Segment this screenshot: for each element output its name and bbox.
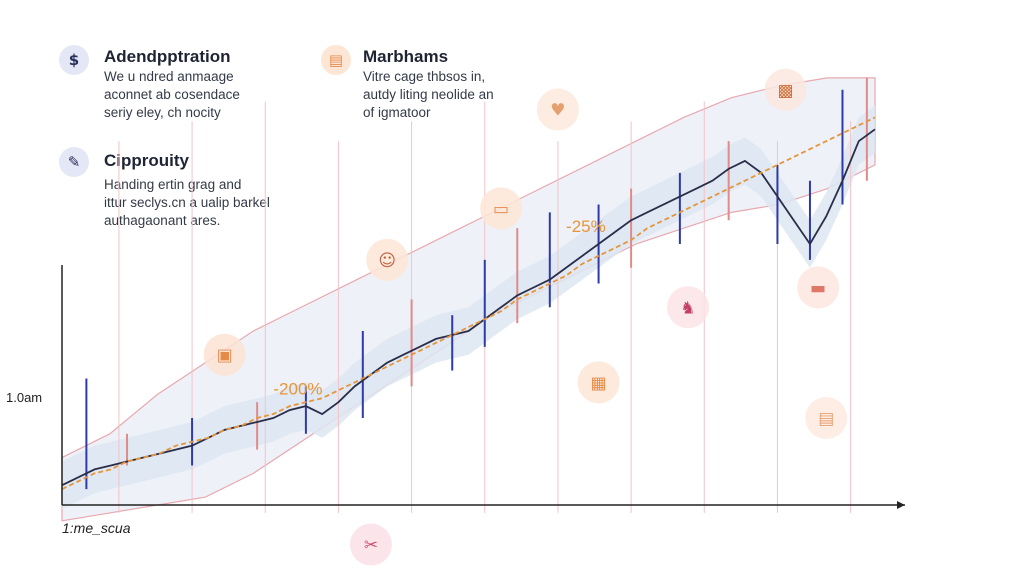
legend-line-2-1: Vitre cage thbsos in, [363, 69, 486, 84]
document-icon: ▤ [805, 397, 848, 439]
cube-icon-2: ▦ [577, 361, 620, 404]
wallet-icon: ▭ [480, 187, 523, 230]
legend-line-1-1: We u ndred anmaage [104, 69, 234, 84]
chest-icon: ▩ [764, 68, 807, 111]
person-icon-glyph: ☺ [378, 251, 396, 271]
x-axis-label: 1:me_scua [62, 520, 131, 536]
legend-line-3-2: ittur seclys.cn a ualip barkel [104, 195, 270, 210]
candles [85, 77, 868, 490]
sofa-icon-bg [797, 266, 840, 309]
annotation-1: -200% [273, 379, 322, 398]
box-icon: ▤ [321, 45, 351, 75]
cursor-icon-bg [349, 523, 392, 566]
series-lines [61, 116, 876, 490]
annotations: -200% -25% [273, 217, 605, 398]
document-icon-glyph: ▤ [818, 409, 834, 429]
sofa-icon: ▬ [797, 266, 840, 309]
legend-line-3-3: authagaonant ares. [104, 213, 221, 228]
legend-title-3: Cipprouity [104, 151, 189, 170]
legend-line-3-1: Handing ertin grag and [104, 177, 242, 192]
cube-icon-1: ▣ [203, 333, 246, 376]
chest-icon-bg [764, 68, 807, 111]
cube-icon-1-glyph: ▣ [217, 346, 233, 366]
x-axis-arrow [897, 501, 905, 509]
legend-title-2: Marbhams [363, 47, 449, 66]
legend-line-2-2: autdy liting neolide an [363, 87, 494, 102]
wallet-icon-glyph: ▭ [493, 199, 509, 219]
cup-icon: ♥ [536, 88, 579, 131]
chat-icon: ✎ [59, 147, 89, 177]
chest-icon-glyph: ▩ [778, 81, 794, 101]
y-axis-label: 1.0am [6, 390, 43, 405]
cup-icon-bg [536, 88, 579, 131]
wallet-icon-bg [480, 187, 523, 230]
user-icon: ♞ [667, 286, 710, 329]
floating-icons: ▣ ☺ ▭ ♥ ▦ ♞ ▩ ▬ ▤ ✂ [203, 68, 848, 566]
user-icon-glyph: ♞ [680, 298, 695, 318]
cup-icon-glyph: ♥ [550, 101, 565, 121]
legend-title-1: Adendpptration [104, 47, 231, 66]
sofa-icon-glyph: ▬ [810, 279, 826, 299]
dollar-icon: $ [59, 45, 89, 75]
person-icon: ☺ [366, 238, 409, 281]
person-icon-bg [366, 238, 409, 281]
cube-icon-1-bg [203, 333, 246, 376]
legend-line-1-2: aconnet ab cosendace [104, 87, 240, 102]
annotation-2: -25% [566, 217, 606, 236]
legend-line-1-3: seriy eley, ch nocity [104, 105, 221, 120]
cursor-icon: ✂ [349, 523, 392, 566]
document-icon-bg [805, 397, 848, 439]
legend-line-2-3: of igmatoor [363, 105, 431, 120]
cursor-icon-glyph: ✂ [364, 536, 378, 556]
user-icon-bg [667, 286, 710, 329]
series-line-1 [61, 128, 876, 487]
cube-icon-2-bg [577, 361, 620, 404]
series-line-2 [61, 116, 876, 490]
axes [61, 265, 905, 509]
cube-icon-2-glyph: ▦ [591, 373, 607, 393]
